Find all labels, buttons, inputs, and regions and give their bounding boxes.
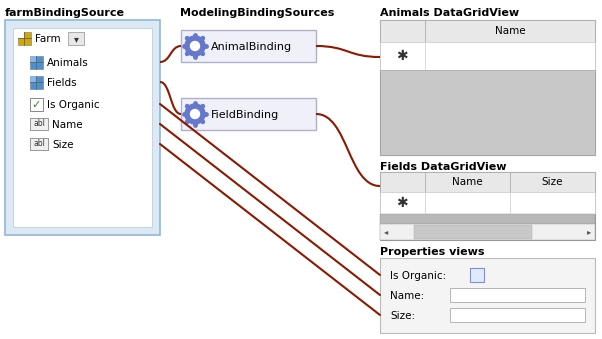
Text: Size: Size — [541, 177, 563, 187]
Text: Size:: Size: — [390, 311, 415, 321]
Bar — [5, 20, 160, 235]
Bar — [380, 172, 425, 192]
Text: Animals: Animals — [47, 58, 88, 68]
Text: ✱: ✱ — [396, 49, 408, 63]
Bar — [181, 30, 316, 62]
Text: Properties views: Properties views — [380, 247, 485, 257]
Text: Farm: Farm — [35, 34, 61, 44]
Bar — [13, 28, 152, 227]
Bar — [425, 42, 595, 70]
Bar — [425, 172, 510, 192]
Text: ✓: ✓ — [31, 100, 41, 110]
Bar — [18, 32, 31, 45]
Bar — [30, 118, 48, 130]
Bar — [181, 98, 316, 130]
Bar — [30, 56, 43, 69]
Text: abl: abl — [33, 140, 45, 148]
Bar — [18, 32, 24, 38]
Bar — [380, 42, 425, 70]
Text: FieldBinding: FieldBinding — [211, 110, 279, 120]
Bar — [380, 70, 595, 155]
Text: ◂: ◂ — [384, 227, 388, 237]
Bar — [425, 192, 510, 214]
Bar — [30, 56, 36, 62]
Text: farmBindingSource: farmBindingSource — [5, 8, 125, 18]
Bar — [380, 20, 425, 42]
Circle shape — [185, 36, 205, 56]
Bar — [30, 98, 43, 111]
Bar — [510, 192, 595, 214]
Bar — [380, 258, 595, 333]
Text: AnimalBinding: AnimalBinding — [211, 42, 292, 52]
Bar — [380, 224, 595, 240]
Text: Size: Size — [52, 140, 73, 150]
Text: Name:: Name: — [390, 291, 424, 301]
Text: ▾: ▾ — [73, 34, 78, 44]
Bar — [470, 268, 484, 282]
Bar — [450, 308, 585, 322]
Text: Is Organic:: Is Organic: — [390, 271, 446, 281]
Bar — [68, 32, 84, 45]
Bar — [30, 138, 48, 150]
Bar — [450, 288, 585, 302]
Text: ▸: ▸ — [587, 227, 591, 237]
Text: Name: Name — [452, 177, 482, 187]
Circle shape — [190, 109, 199, 119]
Bar — [510, 172, 595, 192]
Bar — [380, 214, 595, 224]
Bar — [380, 20, 595, 155]
Bar — [414, 225, 532, 239]
Bar — [30, 76, 43, 89]
Text: abl: abl — [33, 120, 45, 128]
Bar — [380, 192, 425, 214]
Bar — [30, 76, 36, 82]
Bar — [425, 20, 595, 42]
Text: Animals DataGridView: Animals DataGridView — [380, 8, 519, 18]
Text: ✱: ✱ — [396, 196, 408, 210]
Text: ModelingBindingSources: ModelingBindingSources — [180, 8, 334, 18]
Text: Fields DataGridView: Fields DataGridView — [380, 162, 506, 172]
Bar — [380, 172, 595, 240]
Circle shape — [190, 41, 199, 51]
Text: Name: Name — [52, 120, 82, 130]
Text: Fields: Fields — [47, 78, 76, 88]
Circle shape — [185, 104, 205, 124]
Text: Name: Name — [495, 26, 526, 36]
Text: Is Organic: Is Organic — [47, 100, 99, 110]
